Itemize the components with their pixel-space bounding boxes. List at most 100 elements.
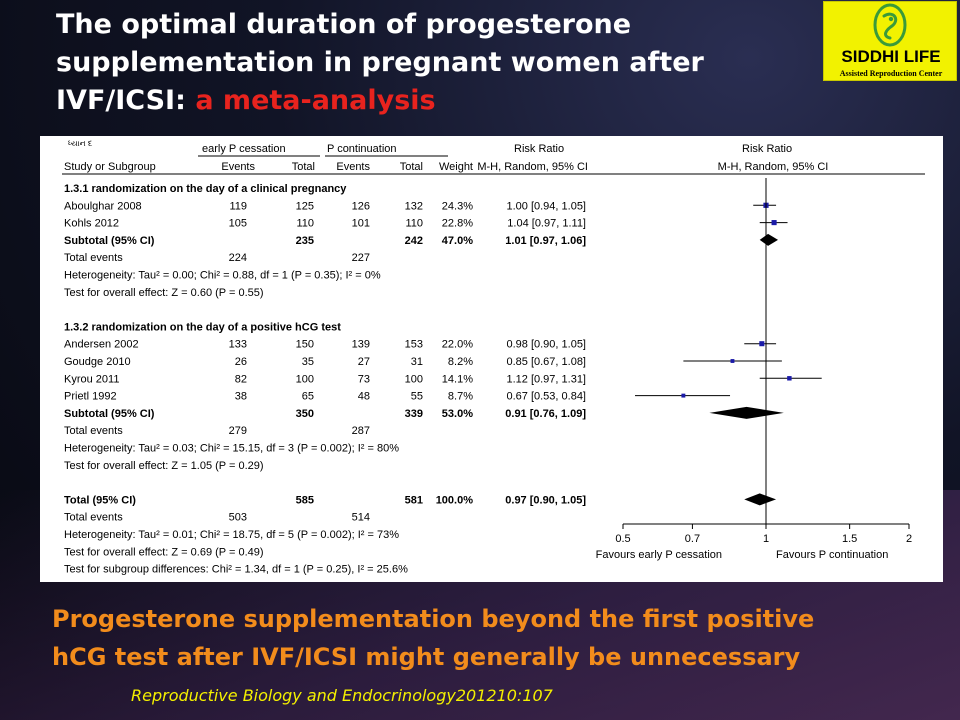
slide-title: The optimal duration of progesterone sup… [56,6,816,120]
title-line-1: The optimal duration of progesterone [56,9,632,40]
row-label-subtotal: Subtotal (95% CI) [64,235,155,247]
pooled-diamond [759,233,779,246]
forest-marks [635,202,822,506]
cell-e2: 287 [352,425,370,437]
cell-t1: 585 [296,494,314,506]
corner-mark: ધ્યાન દ [68,139,93,148]
cell-e1: 105 [229,218,247,230]
forest-axis: 0.5 0.7 1 1.5 2 [615,178,912,545]
title-line-3: IVF/ICSI: a meta-analysis [56,82,816,120]
axis-tick-label: 2 [906,533,912,545]
row-label-events: Total events [64,252,123,264]
row-label-subtotal: Subtotal (95% CI) [64,408,155,420]
col-events-1: Events [221,161,255,173]
cell-t1: 350 [296,408,314,420]
cell-weight: 8.2% [448,356,473,368]
cell-e1: 38 [235,391,247,403]
row-label-study: Andersen 2002 [64,339,139,351]
cell-t1: 35 [302,356,314,368]
cell-weight: 8.7% [448,391,473,403]
row-label-note: Test for overall effect: Z = 0.69 (P = 0… [64,546,264,558]
favours-left-label: Favours early P cessation [596,549,722,561]
title-prefix: IVF/ICSI: [56,85,196,116]
cell-ci_text: 1.00 [0.94, 1.05] [506,200,586,212]
study-marker [730,359,735,363]
cell-e2: 73 [358,373,370,385]
cell-t2: 100 [405,373,423,385]
title-accent: a meta-analysis [195,85,436,116]
row-label-subgroup: 1.3.1 randomization on the day of a clin… [64,183,347,195]
cell-e2: 48 [358,391,370,403]
cell-t1: 150 [296,339,314,351]
row-label-note: Heterogeneity: Tau² = 0.03; Chi² = 15.15… [64,443,399,455]
pooled-diamond [744,493,777,506]
conclusion: Progesterone supplementation beyond the … [52,600,942,676]
axis-tick-label: 1.5 [842,533,857,545]
col-weight: Weight [439,161,473,173]
citation: Reproductive Biology and Endocrinology20… [131,686,553,705]
cell-t2: 132 [405,200,423,212]
row-label-subgroup: 1.3.2 randomization on the day of a posi… [64,321,341,333]
table-rows: 1.3.1 randomization on the day of a clin… [64,183,586,576]
row-label-study: Kyrou 2011 [64,373,119,385]
col-method-right: M-H, Random, 95% CI [718,161,829,173]
row-label-note: Heterogeneity: Tau² = 0.01; Chi² = 18.75… [64,529,399,541]
cell-t2: 31 [411,356,423,368]
cell-t2: 339 [405,408,423,420]
row-label-events: Total events [64,512,123,524]
cell-t2: 242 [405,235,423,247]
row-label-study: Kohls 2012 [64,218,119,230]
header-risk-ratio-right: Risk Ratio [742,143,792,155]
header-early-p-cessation: early P cessation [202,143,286,155]
conclusion-line-1: Progesterone supplementation beyond the … [52,605,815,633]
cell-e1: 82 [235,373,247,385]
logo-tagline: Assisted Reproduction Center [839,69,943,78]
study-marker [759,341,765,347]
cell-e2: 139 [352,339,370,351]
cell-t1: 110 [296,218,314,230]
cell-weight: 53.0% [442,408,473,420]
study-marker [771,220,777,226]
axis-tick-label: 1 [763,533,769,545]
cell-weight: 22.8% [442,218,473,230]
col-method: M-H, Random, 95% CI [477,161,588,173]
row-label-note: Test for overall effect: Z = 1.05 (P = 0… [64,460,264,472]
title-line-2: supplementation in pregnant women after [56,47,704,78]
cell-e1: 133 [229,339,247,351]
cell-ci_text: 0.91 [0.76, 1.09] [505,408,586,420]
col-events-2: Events [336,161,370,173]
cell-t2: 55 [411,391,423,403]
cell-e2: 27 [358,356,370,368]
pooled-diamond [709,406,784,419]
cell-weight: 14.1% [442,373,473,385]
cell-e1: 224 [229,252,247,264]
logo-name: SIDDHI LIFE [841,47,941,66]
col-total-1: Total [292,161,315,173]
row-label-note: Test for subgroup differences: Chi² = 1.… [64,564,408,576]
cell-t1: 235 [296,235,314,247]
cell-t1: 65 [302,391,314,403]
cell-weight: 24.3% [442,200,473,212]
forest-plot-svg: ધ્યાન દ early P cessation P continuation… [62,139,925,576]
row-label-study: Goudge 2010 [64,356,131,368]
axis-tick-label: 0.7 [685,533,700,545]
row-label-study: Prietl 1992 [64,391,117,403]
cell-weight: 22.0% [442,339,473,351]
row-label-note: Heterogeneity: Tau² = 0.00; Chi² = 0.88,… [64,270,381,282]
cell-e2: 514 [352,512,370,524]
study-marker [681,393,686,398]
favours-right-label: Favours P continuation [776,549,888,561]
row-label-note: Test for overall effect: Z = 0.60 (P = 0… [64,287,264,299]
cell-t2: 153 [405,339,423,351]
cell-e1: 26 [235,356,247,368]
cell-ci_text: 0.85 [0.67, 1.08] [506,356,586,368]
embryo-icon [873,3,907,47]
cell-t2: 581 [405,494,423,506]
cell-e2: 101 [352,218,370,230]
cell-ci_text: 1.04 [0.97, 1.11] [507,218,586,230]
cell-ci_text: 0.98 [0.90, 1.05] [506,339,586,351]
forest-plot: ધ્યાન દ early P cessation P continuation… [40,136,943,582]
cell-e1: 119 [229,200,247,212]
row-label-study: Aboulghar 2008 [64,200,142,212]
col-study: Study or Subgroup [64,161,156,173]
